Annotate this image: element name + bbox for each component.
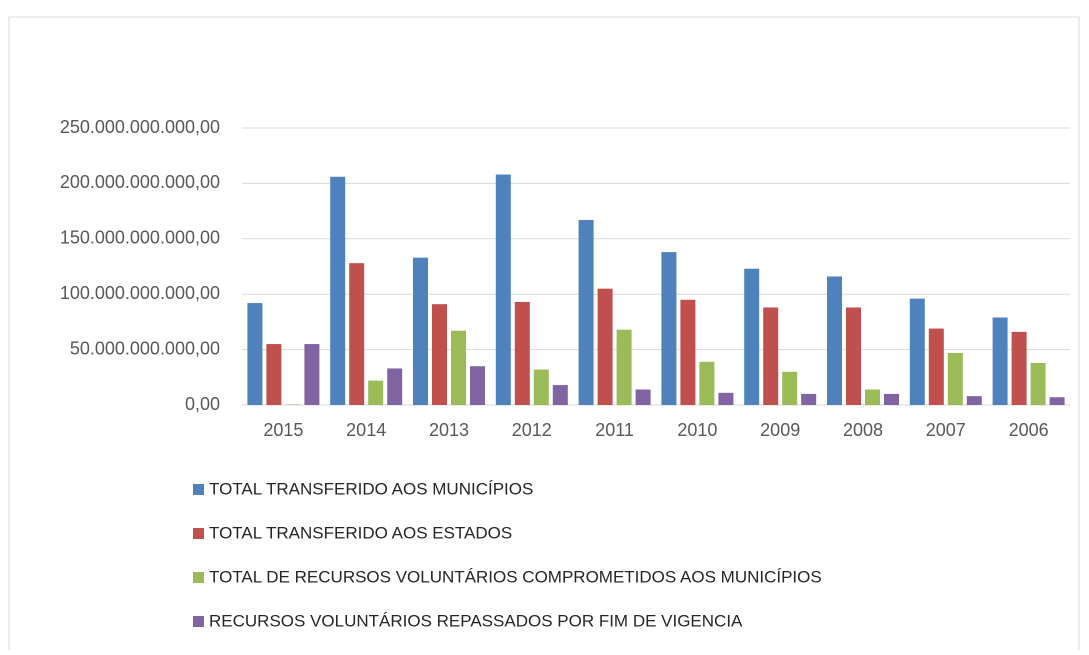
bar [744,268,760,405]
x-tick-label: 2007 [926,420,966,440]
bar [330,176,346,405]
bar [782,371,798,405]
y-tick-label: 100.000.000.000,00 [60,283,220,303]
bar [947,352,963,405]
legend-swatch [193,616,204,627]
bar [718,392,734,405]
bar [432,304,447,405]
legend-swatch [193,484,204,495]
bar [597,288,613,405]
x-tick-label: 2011 [595,420,634,440]
bar [909,298,925,405]
bar [616,329,632,405]
y-tick-label: 50.000.000.000,00 [70,338,220,358]
bar [865,389,880,405]
bar [552,385,568,405]
bar [966,396,982,405]
x-tick-label: 2013 [429,420,469,440]
bar [578,219,594,405]
bar [801,393,817,405]
bar [247,303,263,405]
x-tick-label: 2009 [760,420,800,440]
bar [763,307,779,405]
x-tick-label: 2015 [263,420,303,440]
bar [1011,331,1027,405]
bar [635,389,651,405]
bar [661,252,677,405]
y-tick-label: 250.000.000.000,00 [60,117,220,137]
x-tick-label: 2008 [843,420,883,440]
bar [992,317,1008,405]
bar [699,361,715,405]
legend-swatch [193,572,204,583]
legend-label: TOTAL TRANSFERIDO AOS ESTADOS [209,523,512,542]
legend-label: RECURSOS VOLUNTÁRIOS REPASSADOS POR FIM … [209,611,743,630]
x-tick-label: 2006 [1009,420,1049,440]
bar [514,301,530,405]
bar [533,369,549,405]
legend-swatch [193,528,204,539]
y-tick-label: 150.000.000.000,00 [60,228,220,248]
x-tick-label: 2010 [677,420,717,440]
y-tick-label: 200.000.000.000,00 [60,172,220,192]
bar [368,380,384,405]
bar [495,174,511,405]
bar [349,263,365,405]
bar [1049,397,1065,405]
bar [413,257,428,405]
x-tick-label: 2012 [512,420,552,440]
bar [266,344,282,405]
bar [1030,362,1046,405]
x-tick-label: 2014 [346,420,386,440]
bar [846,307,861,405]
bar [285,404,301,405]
legend-label: TOTAL DE RECURSOS VOLUNTÁRIOS COMPROMETI… [209,567,822,586]
chart-frame [8,16,1080,650]
bar [470,366,485,405]
bar [827,276,842,405]
y-tick-label: 0,00 [185,394,220,414]
bar [928,328,944,405]
bar [304,344,320,405]
bar [387,368,403,405]
legend-label: TOTAL TRANSFERIDO AOS MUNICÍPIOS [209,479,533,498]
bar [451,330,466,405]
bar [680,299,696,405]
bar [884,393,899,405]
